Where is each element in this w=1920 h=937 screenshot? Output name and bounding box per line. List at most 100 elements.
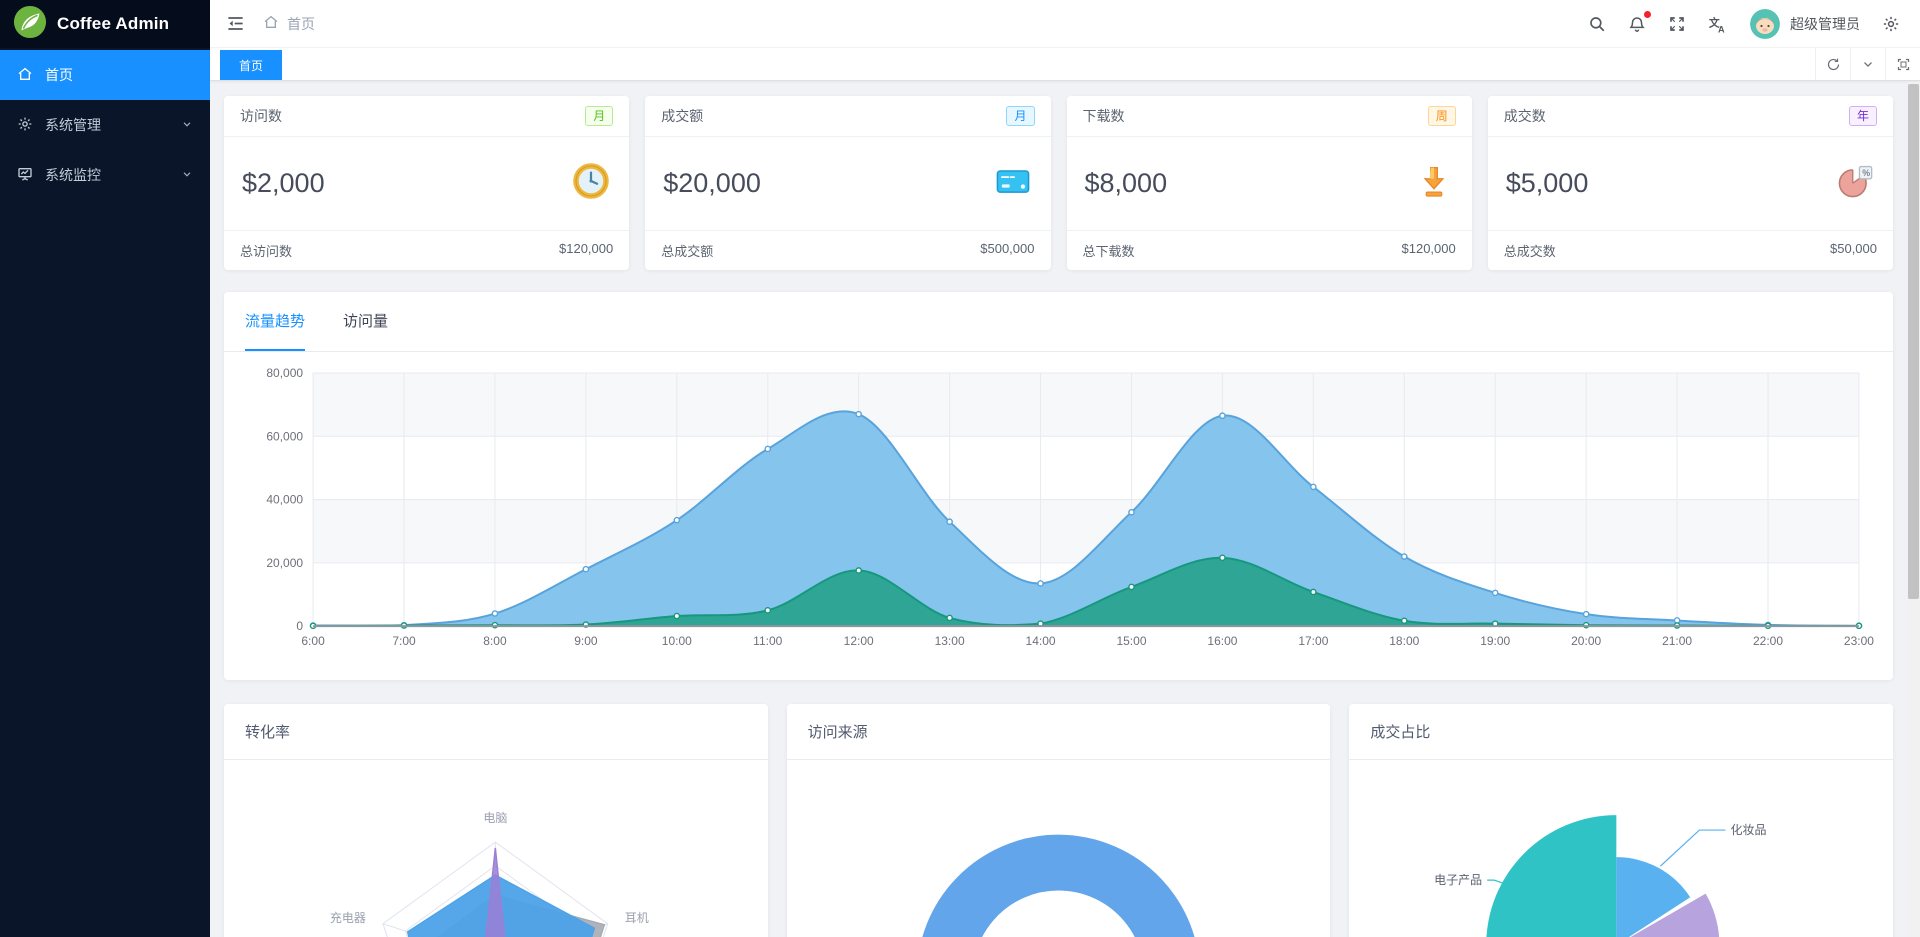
stat-title: 访问数 bbox=[240, 108, 282, 124]
svg-text:电脑: 电脑 bbox=[483, 811, 507, 825]
stat-card-turnover: 成交额 月 $20,000 bbox=[645, 96, 1051, 270]
page-scrollbar[interactable] bbox=[1907, 82, 1920, 937]
svg-text:23:00: 23:00 bbox=[1844, 634, 1874, 648]
sidebar-item-system-monitoring[interactable]: 系统监控 bbox=[0, 150, 210, 200]
period-badge: 周 bbox=[1427, 106, 1456, 126]
svg-text:20,000: 20,000 bbox=[266, 556, 303, 570]
spring-leaf-logo-icon bbox=[13, 5, 47, 44]
navbar-actions: 文 A 超级管理员 bbox=[1588, 8, 1900, 39]
sidebar-item-home[interactable]: 首页 bbox=[0, 50, 210, 100]
stat-card-downloads: 下载数 周 $8,000 bbox=[1066, 96, 1472, 270]
search-icon[interactable] bbox=[1588, 15, 1606, 33]
traffic-area-chart: 0 20,000 40,000 60,000 80,000 6:00 7:00 8:00 9:0… bbox=[224, 352, 1893, 680]
tab-traffic-trend[interactable]: 流量趋势 bbox=[245, 292, 306, 351]
notification-dot bbox=[1644, 10, 1651, 18]
stat-title: 成交数 bbox=[1503, 108, 1546, 124]
credit-card-icon bbox=[993, 161, 1033, 206]
svg-text:19:00: 19:00 bbox=[1480, 634, 1510, 648]
period-badge: 月 bbox=[1006, 106, 1035, 126]
tab-controls bbox=[1815, 48, 1920, 80]
settings-gear-icon[interactable] bbox=[1882, 15, 1900, 33]
svg-text:7:00: 7:00 bbox=[392, 634, 416, 648]
app-logo: Coffee Admin bbox=[0, 0, 210, 48]
stat-value: $8,000 bbox=[1084, 168, 1168, 198]
svg-text:9:00: 9:00 bbox=[574, 634, 598, 648]
chevron-down-icon bbox=[181, 167, 193, 183]
stat-footer-value: $50,000 bbox=[1830, 241, 1877, 256]
svg-text:60,000: 60,000 bbox=[266, 429, 303, 443]
bottom-card-row: 转化率 电脑 耳机 充电器 访问来源 成交占比 化妆品 电子产品 bbox=[224, 704, 1893, 937]
card-title: 访问来源 bbox=[786, 704, 1331, 761]
stat-value: $5,000 bbox=[1505, 168, 1589, 198]
svg-text:13:00: 13:00 bbox=[935, 634, 965, 648]
tab-visit-volume[interactable]: 访问量 bbox=[343, 313, 389, 330]
period-badge: 年 bbox=[1848, 106, 1877, 126]
svg-text:10:00: 10:00 bbox=[662, 634, 692, 648]
user-avatar[interactable] bbox=[1750, 8, 1780, 39]
breadcrumb-label: 首页 bbox=[287, 15, 315, 32]
home-icon bbox=[17, 66, 33, 85]
main-area: 首页 bbox=[210, 0, 1920, 937]
period-badge: 月 bbox=[585, 106, 614, 126]
tab-bar: 首页 bbox=[210, 48, 1920, 81]
traffic-panel-tabs: 流量趋势 访问量 bbox=[224, 292, 1893, 352]
svg-text:6:00: 6:00 bbox=[301, 634, 325, 648]
sidebar-item-label: 系统管理 bbox=[45, 117, 101, 133]
svg-text:耳机: 耳机 bbox=[625, 911, 649, 925]
svg-text:22:00: 22:00 bbox=[1753, 634, 1783, 648]
maximize-icon[interactable] bbox=[1885, 48, 1920, 80]
stat-title: 下载数 bbox=[1082, 108, 1125, 124]
stat-card-visits: 访问数 月 $2,000 bbox=[224, 96, 630, 270]
svg-text:充电器: 充电器 bbox=[330, 910, 366, 925]
top-navbar: 首页 bbox=[210, 0, 1920, 48]
pie-icon: % bbox=[1835, 161, 1875, 206]
tab-home[interactable]: 首页 bbox=[220, 50, 283, 80]
chevron-down-icon[interactable] bbox=[1850, 48, 1885, 80]
deal-share-pie-chart: 化妆品电子产品 bbox=[1349, 760, 1893, 937]
sidebar-menu: 首页 系统管理 bbox=[0, 48, 210, 200]
sidebar-item-label: 首页 bbox=[45, 67, 73, 83]
svg-text:文: 文 bbox=[1709, 15, 1720, 29]
menu-fold-icon[interactable] bbox=[226, 14, 245, 33]
svg-text:80,000: 80,000 bbox=[266, 366, 303, 380]
svg-text:化妆品: 化妆品 bbox=[1731, 823, 1767, 837]
download-icon bbox=[1414, 161, 1454, 206]
traffic-trend-panel: 流量趋势 访问量 0 20,000 40,000 60,000 80,000 6:00 7:… bbox=[224, 292, 1893, 681]
svg-text:16:00: 16:00 bbox=[1207, 634, 1237, 648]
svg-text:20:00: 20:00 bbox=[1571, 634, 1601, 648]
scrollbar-thumb[interactable] bbox=[1908, 84, 1919, 599]
card-title: 成交占比 bbox=[1349, 704, 1893, 761]
stat-card-deals: 成交数 年 $5,000 % bbox=[1487, 96, 1893, 270]
refresh-icon[interactable] bbox=[1815, 48, 1850, 80]
svg-text:0: 0 bbox=[296, 619, 303, 633]
conversion-rate-card: 转化率 电脑 耳机 充电器 bbox=[224, 704, 768, 937]
svg-text:A: A bbox=[1718, 24, 1725, 34]
visit-sources-donut-chart bbox=[787, 760, 1331, 937]
sidebar: Coffee Admin 首页 系统管理 bbox=[0, 0, 210, 937]
svg-text:电子产品: 电子产品 bbox=[1434, 873, 1482, 887]
visit-sources-card: 访问来源 bbox=[786, 704, 1331, 937]
translate-icon[interactable]: 文 A bbox=[1708, 14, 1728, 34]
svg-text:11:00: 11:00 bbox=[753, 634, 782, 648]
app-title: Coffee Admin bbox=[57, 14, 170, 33]
stat-title: 成交额 bbox=[661, 108, 704, 124]
username[interactable]: 超级管理员 bbox=[1790, 15, 1860, 32]
svg-text:14:00: 14:00 bbox=[1026, 634, 1056, 648]
fullscreen-icon[interactable] bbox=[1668, 15, 1686, 33]
monitor-icon bbox=[17, 166, 33, 185]
stat-footer-label: 总下载数 bbox=[1082, 244, 1135, 259]
stat-footer-value: $500,000 bbox=[980, 241, 1035, 256]
sidebar-item-system-management[interactable]: 系统管理 bbox=[0, 100, 210, 150]
conversion-radar-chart: 电脑耳机 充电器 bbox=[224, 760, 768, 937]
stat-footer-value: $120,000 bbox=[1401, 241, 1456, 256]
svg-text:%: % bbox=[1862, 168, 1870, 178]
breadcrumb[interactable]: 首页 bbox=[263, 14, 315, 34]
svg-text:40,000: 40,000 bbox=[266, 493, 303, 507]
stat-footer-label: 总成交数 bbox=[1503, 244, 1556, 259]
stat-value: $2,000 bbox=[242, 168, 325, 198]
svg-text:18:00: 18:00 bbox=[1389, 634, 1419, 648]
svg-text:12:00: 12:00 bbox=[844, 634, 874, 648]
svg-text:15:00: 15:00 bbox=[1116, 634, 1146, 648]
notification-bell-icon[interactable] bbox=[1628, 10, 1651, 33]
